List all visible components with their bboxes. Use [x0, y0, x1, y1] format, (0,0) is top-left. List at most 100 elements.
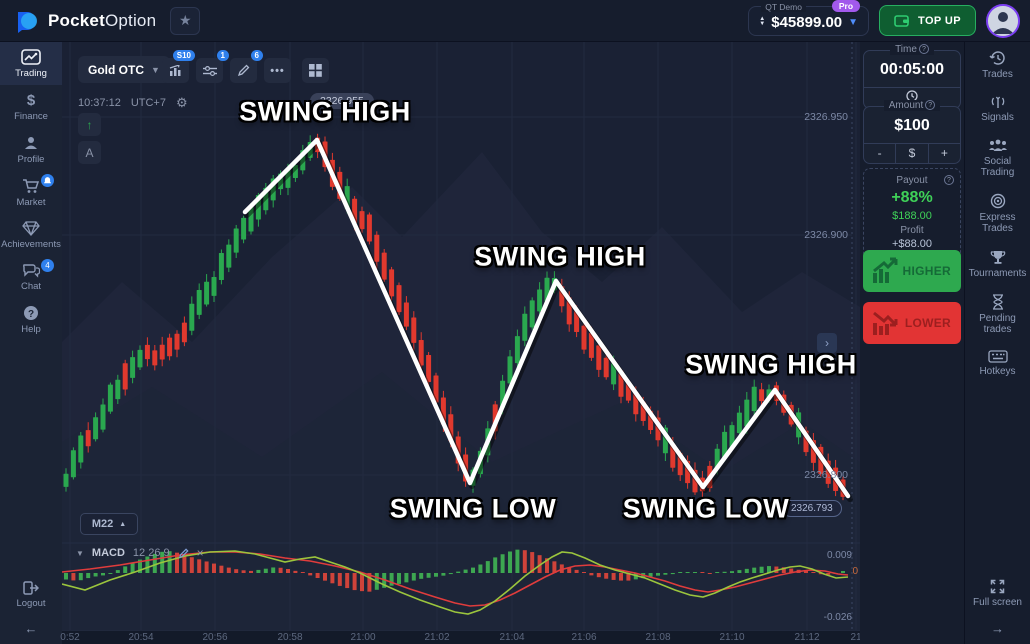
time-axis-label: 21:04	[499, 632, 525, 643]
topbar: PocketOption ★ QT Demo Pro ▲ ▼ $45899.00 …	[0, 0, 1030, 42]
sidebar-item-label: Profile	[17, 154, 45, 165]
grid-layout-button[interactable]	[302, 58, 329, 83]
sidebar-item-tournaments[interactable]: Tournaments	[965, 241, 1030, 286]
lower-button[interactable]: LOWER	[863, 302, 961, 344]
collapse-left-arrow-icon[interactable]: ←	[24, 621, 38, 636]
top-up-label: TOP UP	[918, 14, 961, 27]
cart-icon	[22, 178, 40, 194]
auto-scale-button[interactable]: A	[78, 141, 101, 164]
history-icon	[988, 50, 1007, 66]
currency-button[interactable]: $	[895, 144, 927, 163]
svg-text:$: $	[27, 92, 36, 108]
user-avatar-icon	[988, 5, 1018, 36]
favorites-button[interactable]: ★	[170, 6, 201, 35]
sidebar-item-signals[interactable]: Signals	[965, 87, 1030, 130]
scale-up-button[interactable]: ↑	[78, 113, 101, 136]
caret-up-icon: ▲	[119, 520, 127, 528]
time-axis-label: 20:54	[128, 632, 154, 643]
candlestick-chart[interactable]	[62, 42, 860, 630]
signals-icon	[989, 95, 1007, 109]
help-circle-icon[interactable]: ?	[925, 100, 936, 110]
sidebar-item-achievements[interactable]: Achievements	[0, 214, 62, 256]
brand-logo[interactable]: PocketOption	[0, 8, 156, 34]
swing-annotation: SWING LOW	[389, 493, 557, 524]
caret-down-icon[interactable]: ▼	[76, 548, 84, 558]
logout-icon	[23, 581, 39, 595]
chart-settings-button[interactable]: 1	[196, 50, 229, 83]
sidebar-item-label: Social Trading	[980, 156, 1015, 178]
amount-increase-button[interactable]: +	[927, 144, 960, 163]
sidebar-item-label: Trades	[982, 69, 1013, 80]
trend-down-icon	[873, 311, 898, 335]
top-up-button[interactable]: TOP UP	[879, 5, 976, 36]
panel-collapse-button[interactable]: ›	[817, 333, 837, 353]
sidebar-item-market[interactable]: Market	[0, 171, 62, 214]
account-switch-icon: ▲ ▼	[759, 16, 766, 27]
fullscreen-button[interactable]: Full screen	[965, 571, 1030, 615]
higher-button[interactable]: HIGHER	[863, 250, 961, 292]
sidebar-item-social-trading[interactable]: Social Trading	[965, 130, 1030, 185]
trophy-icon	[990, 249, 1006, 265]
sidebar-item-trading[interactable]: Trading	[0, 42, 62, 85]
amount-value[interactable]: $100	[894, 117, 930, 134]
current-price-tag: 2326.793	[782, 500, 842, 517]
lower-label: LOWER	[904, 316, 951, 330]
time-axis-label: 21:12	[794, 632, 820, 643]
sidebar-item-finance[interactable]: $ Finance	[0, 85, 62, 128]
time-axis-label: 0:52	[60, 632, 80, 643]
amount-decrease-button[interactable]: -	[877, 146, 882, 160]
chart-area: Gold OTC ▼ S10 1	[60, 42, 862, 644]
profit-value: +$88.00	[891, 238, 933, 250]
sidebar-item-hotkeys[interactable]: Hotkeys	[965, 342, 1030, 384]
macd-params: 12 26 9	[132, 547, 170, 559]
sidebar-item-label: Signals	[981, 112, 1014, 123]
sidebar-item-chat[interactable]: Chat 4	[0, 256, 62, 298]
sidebar-item-logout[interactable]: Logout	[0, 574, 62, 615]
drawing-tools-button[interactable]: 6	[230, 50, 263, 83]
price-axis-label: 2326.800	[804, 469, 848, 481]
help-circle-icon[interactable]: ?	[918, 44, 929, 54]
people-icon	[988, 138, 1008, 153]
payout-total: $188.00	[892, 210, 932, 222]
gear-icon[interactable]: ⚙	[175, 95, 188, 110]
sidebar-item-trades[interactable]: Trades	[965, 42, 1030, 87]
hourglass-icon	[991, 294, 1005, 310]
close-indicator-icon[interactable]: ×	[196, 546, 204, 560]
avatar[interactable]	[986, 3, 1020, 38]
balance-value: $45899.00	[771, 13, 843, 31]
chart-line-icon	[21, 49, 41, 65]
higher-label: HIGHER	[902, 264, 951, 278]
sidebar-item-label: Hotkeys	[979, 366, 1016, 377]
time-label: Time	[895, 44, 917, 55]
time-axis: 0:52 20:54 20:56 20:58 21:00 21:02 21:04 21:06 2…	[60, 630, 862, 644]
timeframe-button[interactable]: M22 ▲	[80, 513, 138, 535]
arrow-up-icon: ↑	[86, 117, 93, 132]
edit-indicator-icon[interactable]	[178, 547, 189, 559]
swing-annotation: SWING HIGH	[685, 349, 857, 380]
time-axis-label: 21	[850, 632, 862, 643]
account-selector[interactable]: QT Demo Pro ▲ ▼ $45899.00 ▼	[748, 0, 870, 36]
crosshair-price-label: 2326.955	[310, 93, 374, 109]
symbol-selector[interactable]: Gold OTC ▼	[78, 56, 170, 83]
sidebar-item-help[interactable]: ? Help	[0, 298, 62, 341]
sidebar-item-express-trades[interactable]: Express Trades	[965, 185, 1030, 241]
indicators-button[interactable]: S10	[162, 50, 195, 83]
time-value[interactable]: 00:05:00	[879, 61, 945, 78]
trade-panel: Time? 00:05:00 Amount? $100 - $ + Pa	[860, 42, 964, 644]
sidebar-item-pending-trades[interactable]: Pending trades	[965, 286, 1030, 342]
time-axis-label: 21:08	[645, 632, 671, 643]
macd-scale-top: 0.009	[826, 550, 852, 561]
sidebar-item-profile[interactable]: Profile	[0, 128, 62, 171]
more-tools-button[interactable]: •••	[264, 58, 291, 83]
payout-label: Payout	[896, 175, 928, 186]
fullscreen-icon	[990, 579, 1005, 594]
sidebar-item-label: Chat	[20, 281, 42, 292]
macd-title: MACD	[91, 547, 125, 559]
help-circle-icon[interactable]: ?	[944, 175, 954, 185]
star-icon: ★	[178, 12, 192, 28]
swing-annotation: SWING LOW	[622, 493, 790, 524]
collapse-right-arrow-icon[interactable]: →	[991, 621, 1004, 636]
sidebar-item-label: Market	[16, 197, 46, 208]
clock-value: 10:37:12	[78, 97, 121, 109]
sidebar-item-label: Help	[21, 324, 41, 335]
